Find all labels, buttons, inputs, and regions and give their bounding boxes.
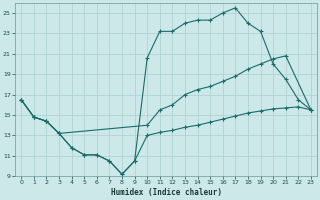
X-axis label: Humidex (Indice chaleur): Humidex (Indice chaleur) bbox=[111, 188, 221, 197]
